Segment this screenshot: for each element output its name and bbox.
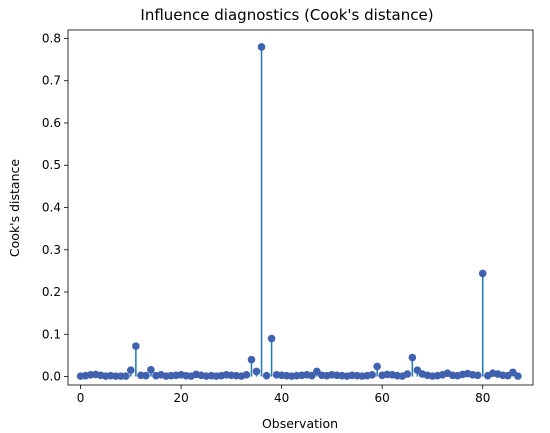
y-tick-label: 0.2 — [42, 285, 61, 299]
y-axis: 0.0 0.1 0.2 0.3 0.4 0.5 0.6 0.7 0.8 — [42, 31, 68, 384]
y-tick-label: 0.7 — [42, 74, 61, 88]
data-point — [247, 355, 256, 364]
y-tick-label: 0.1 — [42, 327, 61, 341]
x-tick-label: 0 — [77, 391, 85, 405]
y-tick-label: 0.5 — [42, 158, 61, 172]
chart-title: Influence diagnostics (Cook's distance) — [140, 6, 433, 24]
y-tick-label: 0.8 — [42, 31, 61, 45]
y-tick-label: 0.6 — [42, 116, 61, 130]
data-point — [403, 370, 412, 378]
data-point — [408, 353, 417, 362]
data-point — [308, 371, 316, 380]
data-markers — [76, 43, 522, 380]
x-tick-label: 60 — [375, 391, 390, 405]
data-point — [373, 362, 381, 371]
data-point — [267, 334, 276, 343]
data-point — [147, 365, 155, 374]
data-point — [514, 372, 522, 380]
x-tick-label: 40 — [274, 391, 289, 405]
data-point — [122, 372, 130, 380]
y-axis-label: Cook's distance — [7, 159, 22, 257]
x-tick-label: 80 — [475, 391, 490, 405]
data-point — [368, 371, 376, 379]
y-tick-label: 0.3 — [42, 243, 61, 257]
y-tick-label: 0.0 — [42, 370, 61, 384]
data-point — [242, 371, 251, 379]
x-tick-label: 20 — [173, 391, 188, 405]
data-point — [142, 371, 150, 380]
plot-area — [67, 29, 534, 386]
data-point — [132, 342, 140, 350]
data-point — [257, 43, 266, 51]
data-point — [127, 366, 135, 375]
data-point — [478, 269, 487, 278]
data-point — [473, 371, 482, 380]
y-tick-label: 0.4 — [42, 201, 61, 215]
data-point — [252, 367, 261, 376]
x-axis-label: Observation — [262, 416, 338, 431]
x-axis: 0 20 40 60 80 — [77, 385, 490, 405]
data-point — [262, 371, 271, 380]
